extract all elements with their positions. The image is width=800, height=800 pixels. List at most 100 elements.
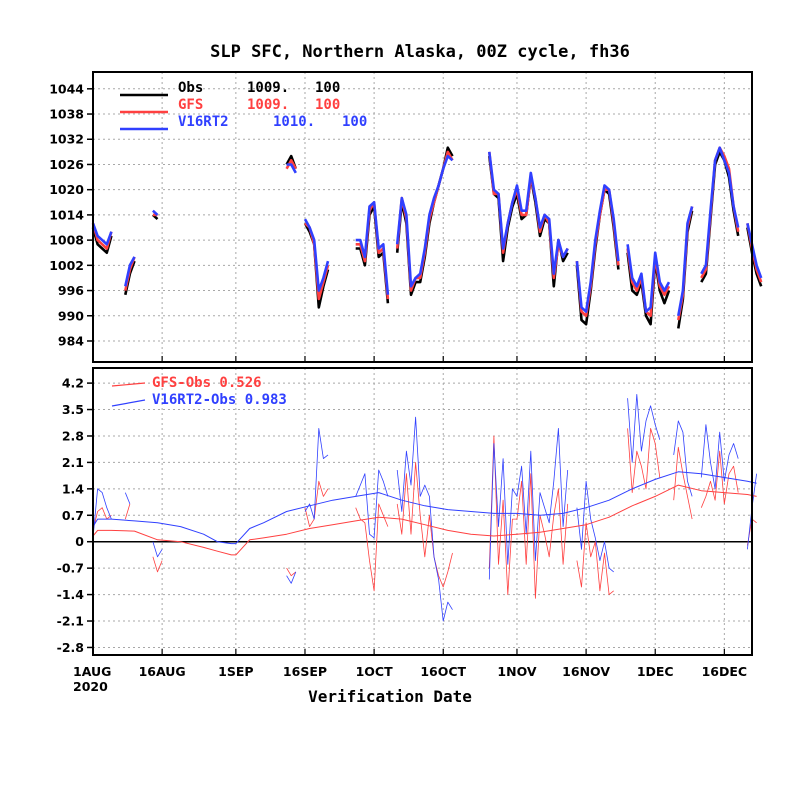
series-line-segment (396, 416, 453, 622)
series-line-segment (746, 223, 763, 279)
y-tick-label: 1032 (49, 132, 84, 147)
series-line-segment (627, 427, 661, 494)
series-line-segment (152, 209, 159, 216)
series-line-segment (575, 184, 620, 313)
series-line-segment (700, 146, 740, 275)
series-line-segment (673, 446, 693, 520)
x-tick-label: 16OCT (420, 664, 466, 679)
y-tick-label: 3.5 (62, 402, 84, 417)
series-line-segment (124, 503, 131, 520)
y-tick-label: 2.8 (62, 428, 84, 443)
series-line-segment (395, 154, 454, 288)
y-tick-label: 1014 (49, 207, 84, 222)
series-line-segment (304, 480, 329, 527)
series-line-segment (124, 256, 136, 287)
series-line-segment (626, 244, 671, 313)
y-tick-label: -0.7 (57, 561, 84, 576)
x-tick-label: 1NOV (497, 664, 536, 679)
legend-label: GFS-Obs 0.526 (152, 375, 262, 391)
y-tick-label: 2.1 (62, 455, 84, 470)
y-tick-label: 1020 (49, 182, 84, 197)
y-tick-label: 1038 (49, 107, 84, 122)
legend-swatch (111, 382, 146, 387)
series-line-segment (488, 435, 569, 599)
series-line-segment (488, 151, 569, 276)
top-panel-slp: 1044 1038 1032 1026 1020 1014 1008 1002 996 990 98… (49, 71, 763, 363)
series-gfs-obs-mean (92, 484, 757, 556)
y-tick-label: 1002 (49, 258, 84, 273)
x-year-label: 2020 (73, 679, 108, 694)
legend-count: 100 (315, 97, 340, 113)
series-line-segment (92, 471, 757, 545)
x-tick-label: 16SEP (283, 664, 327, 679)
x-tick-label: 1SEP (218, 664, 253, 679)
x-tick-label: 16AUG (139, 664, 186, 679)
series-line-segment (627, 393, 661, 463)
series-line-segment (152, 556, 163, 573)
series-line-segment (576, 480, 614, 573)
legend-count: 100 (342, 114, 367, 130)
x-tick-label: 16DEC (702, 664, 747, 679)
series-line-segment (355, 201, 390, 295)
legend-label: V16RT2 (178, 114, 229, 130)
legend-mean: 1009. (247, 97, 289, 113)
y-tick-label: 1044 (49, 81, 84, 96)
legend-mean: 1010. (273, 114, 315, 130)
x-tick-label: 16NOV (562, 664, 610, 679)
y-tick-label: 4.2 (62, 376, 84, 391)
series-line-segment (303, 218, 330, 292)
series-line-segment (626, 252, 671, 326)
series-line-segment (92, 488, 112, 538)
series-line-segment (626, 248, 671, 318)
series-line-segment (91, 222, 113, 246)
x-axis-title: Verification Date (308, 687, 472, 706)
legend-swatch (111, 399, 146, 407)
chart-title: SLP SFC, Northern Alaska, 00Z cycle, fh3… (210, 42, 630, 62)
series-line-segment (286, 163, 297, 174)
series-line-segment (396, 461, 453, 588)
x-tick-label: 1AUG (73, 664, 111, 679)
y-tick-label: 1026 (49, 157, 84, 172)
series-v16rt2-obs-mean (92, 471, 757, 545)
bottom-panel-differences: 4.2 3.5 2.8 2.1 1.4 0.7 0 -0.7 -1.4 -2.1 -2.8 GFS-O… (57, 367, 757, 656)
series-line-segment (677, 206, 694, 317)
y-tick-label: 0 (75, 534, 84, 549)
y-tick-label: -1.4 (57, 587, 85, 602)
y-tick-label: -2.8 (57, 640, 84, 655)
legend-label: Obs (178, 80, 203, 96)
plot-frame (92, 71, 753, 363)
series-line-segment (576, 522, 614, 595)
y-tick-label: 984 (58, 333, 84, 348)
x-axis-labels: 1AUG 16AUG 1SEP 16SEP 1OCT 16OCT 1NOV 16NOV 1DEC… (73, 664, 747, 694)
series-v16rt2 (91, 146, 763, 317)
x-tick-label: 1DEC (637, 664, 674, 679)
x-tick-label: 1OCT (356, 664, 393, 679)
series-line-segment (92, 484, 757, 556)
series-line-segment (124, 492, 131, 505)
series-line-segment (488, 427, 569, 580)
series-line-segment (285, 159, 297, 170)
legend-count: 100 (315, 80, 340, 96)
y-tick-label: 1.4 (62, 481, 84, 496)
series-line-segment (355, 469, 389, 539)
series-line-segment (304, 427, 329, 520)
series-line-segment (673, 420, 693, 497)
series-line-segment (700, 424, 739, 490)
series-line-segment (286, 567, 297, 577)
y-tick-label: 1008 (49, 233, 84, 248)
series-line-segment (92, 507, 112, 531)
plot-frame (92, 367, 753, 656)
series-line-segment (152, 541, 163, 558)
y-tick-label: 0.7 (62, 508, 84, 523)
legend-label: GFS (178, 97, 203, 113)
legend-label: V16RT2-Obs 0.983 (152, 392, 287, 408)
legend-mean: 1009. (247, 80, 289, 96)
series-line-segment (286, 571, 297, 584)
y-tick-label: -2.1 (57, 614, 84, 629)
y-tick-label: 990 (58, 308, 84, 323)
y-tick-label: 996 (58, 283, 84, 298)
